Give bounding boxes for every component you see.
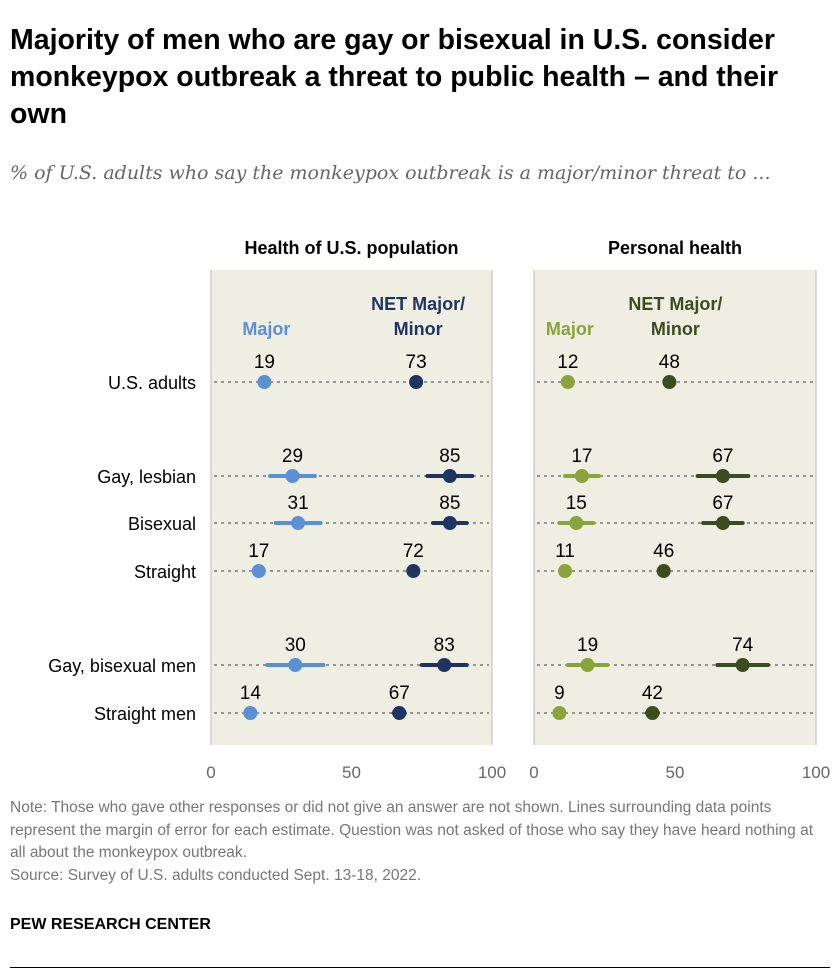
- brand-logo-text: PEW RESEARCH CENTER: [10, 916, 211, 933]
- data-label: 67: [389, 683, 410, 704]
- data-point: [715, 516, 730, 530]
- source-text: Source: Survey of U.S. adults conducted …: [10, 866, 421, 884]
- data-label: 19: [577, 635, 598, 656]
- data-label: 11: [555, 541, 575, 562]
- category-label: Gay, lesbian: [97, 467, 196, 487]
- data-point: [715, 469, 730, 483]
- data-label: 31: [288, 493, 309, 514]
- data-label: 29: [282, 446, 303, 467]
- data-point: [735, 658, 750, 672]
- data-label: 9: [554, 683, 565, 704]
- panel-title: Health of U.S. population: [245, 238, 459, 258]
- x-tick-label: 50: [666, 763, 685, 782]
- legend-major: Major: [242, 319, 290, 339]
- data-label: 48: [659, 352, 680, 373]
- chart-subtitle: % of U.S. adults who say the monkeypox o…: [10, 162, 771, 184]
- bottom-rule: [10, 967, 830, 968]
- data-point: [552, 706, 567, 720]
- data-point: [558, 564, 573, 578]
- chart-title: Majority of men who are gay or bisexual …: [10, 24, 779, 130]
- data-point: [645, 706, 660, 720]
- category-label: Straight: [134, 562, 196, 582]
- x-tick-label: 100: [802, 763, 830, 782]
- data-label: 15: [566, 493, 587, 514]
- x-tick-label: 0: [206, 763, 215, 782]
- data-point: [392, 706, 407, 720]
- data-point: [291, 516, 306, 530]
- data-point: [251, 564, 266, 578]
- data-point: [243, 706, 258, 720]
- data-label: 14: [240, 683, 262, 704]
- data-point: [574, 469, 589, 483]
- legend-net-line2: Minor: [651, 319, 700, 339]
- data-point: [580, 658, 595, 672]
- data-label: 85: [439, 493, 460, 514]
- data-label: 17: [571, 446, 592, 467]
- legend-net-line2: Minor: [394, 319, 443, 339]
- x-tick-label: 0: [529, 763, 538, 782]
- legend-major: Major: [546, 319, 594, 339]
- data-label: 30: [285, 635, 306, 656]
- category-label: Bisexual: [128, 514, 196, 534]
- data-label: 67: [712, 493, 733, 514]
- data-label: 73: [406, 352, 427, 373]
- note-text: Note: Those who gave other responses or …: [10, 799, 814, 861]
- x-tick-label: 50: [342, 763, 361, 782]
- data-point: [409, 375, 424, 389]
- notes: Note: Those who gave other responses or …: [10, 797, 825, 887]
- data-point: [560, 375, 575, 389]
- data-point: [656, 564, 671, 578]
- category-label: Straight men: [94, 704, 196, 724]
- data-label: 19: [254, 352, 275, 373]
- data-label: 72: [403, 541, 424, 562]
- data-label: 17: [248, 541, 269, 562]
- data-point: [569, 516, 584, 530]
- data-point: [662, 375, 677, 389]
- data-label: 85: [439, 446, 460, 467]
- x-tick-label: 100: [478, 763, 506, 782]
- data-point: [257, 375, 272, 389]
- data-label: 74: [732, 635, 754, 656]
- category-label: Gay, bisexual men: [48, 656, 196, 676]
- data-point: [437, 658, 452, 672]
- data-label: 46: [653, 541, 674, 562]
- data-label: 67: [712, 446, 733, 467]
- legend-net-line1: NET Major/: [628, 294, 722, 314]
- data-point: [442, 469, 457, 483]
- data-point: [406, 564, 421, 578]
- data-label: 83: [434, 635, 455, 656]
- panel-title: Personal health: [608, 238, 742, 258]
- data-point: [285, 469, 300, 483]
- data-label: 12: [557, 352, 578, 373]
- data-point: [442, 516, 457, 530]
- data-label: 42: [642, 683, 663, 704]
- data-point: [288, 658, 303, 672]
- category-label: U.S. adults: [108, 373, 196, 393]
- legend-net-line1: NET Major/: [371, 294, 465, 314]
